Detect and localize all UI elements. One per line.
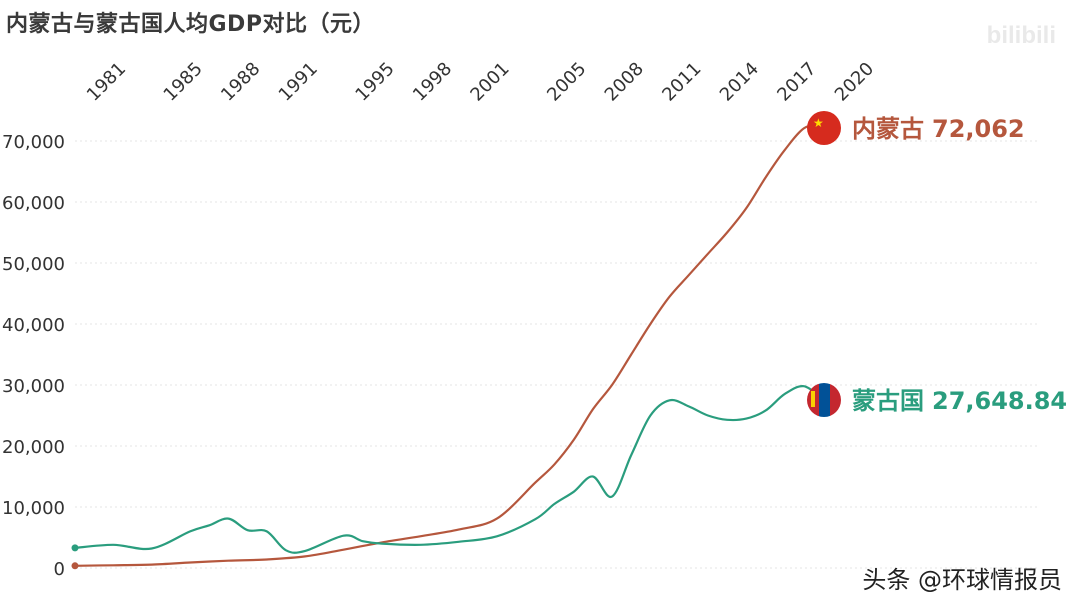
bilibili-watermark: bilibili xyxy=(986,22,1056,49)
end-label-mongolia: 蒙古国 27,648.84 xyxy=(852,387,1067,415)
y-tick-label: 60,000 xyxy=(2,193,65,214)
x-tick-label: 1985 xyxy=(160,58,207,105)
end-marker-inner-mongolia: ★ 内蒙古 72,062 xyxy=(807,111,1025,145)
chart-title: 内蒙古与蒙古国人均GDP对比（元） xyxy=(6,12,375,37)
x-tick-label: 2008 xyxy=(601,58,648,105)
x-tick-label: 2014 xyxy=(716,58,763,105)
series-end-value: 27,648.84 xyxy=(932,387,1067,415)
series-line-inner-mongolia xyxy=(74,121,824,567)
y-tick-label: 20,000 xyxy=(2,437,65,458)
start-point-mongolia xyxy=(71,544,79,552)
start-point-inner-mongolia xyxy=(71,562,79,570)
series-name: 蒙古国 xyxy=(852,387,924,415)
x-tick-label: 1995 xyxy=(351,58,398,105)
y-tick-label: 70,000 xyxy=(2,132,65,153)
mongolia-flag-icon xyxy=(807,383,841,417)
end-marker-mongolia: 蒙古国 27,648.84 xyxy=(807,383,1067,417)
series-layer xyxy=(71,121,824,570)
y-tick-label: 10,000 xyxy=(2,498,65,519)
x-tick-label: 2020 xyxy=(831,58,878,105)
y-tick-label: 30,000 xyxy=(2,376,65,397)
x-tick-label: 2001 xyxy=(466,58,513,105)
series-end-value: 72,062 xyxy=(932,115,1025,143)
x-axis-ticks: 1981 1985 1988 1991 1995 1998 2001 2005 2008 2011… xyxy=(83,58,878,105)
y-tick-label: 0 xyxy=(54,559,65,580)
x-tick-label: 1998 xyxy=(409,58,456,105)
y-tick-label: 50,000 xyxy=(2,254,65,275)
series-line-mongolia xyxy=(74,385,824,554)
end-markers: ★ 内蒙古 72,062 蒙古国 27,648.84 xyxy=(807,111,1067,417)
x-tick-label: 2005 xyxy=(543,58,590,105)
source-credit: 头条 @环球情报员 xyxy=(862,566,1062,594)
grid-layer xyxy=(75,140,1040,569)
x-tick-label: 2011 xyxy=(658,58,705,105)
x-tick-label: 1991 xyxy=(275,58,322,105)
series-name: 内蒙古 xyxy=(852,115,924,143)
flag-star-icon: ★ xyxy=(813,116,824,130)
end-label-inner-mongolia: 内蒙古 72,062 xyxy=(852,115,1025,143)
x-tick-label: 1981 xyxy=(83,58,130,105)
x-tick-label: 1988 xyxy=(217,58,264,105)
y-axis-ticks: 0 10,000 20,000 30,000 40,000 50,000 60,000 70,… xyxy=(2,132,65,580)
x-tick-label: 2017 xyxy=(773,58,820,105)
y-tick-label: 40,000 xyxy=(2,315,65,336)
china-flag-icon xyxy=(807,111,841,145)
